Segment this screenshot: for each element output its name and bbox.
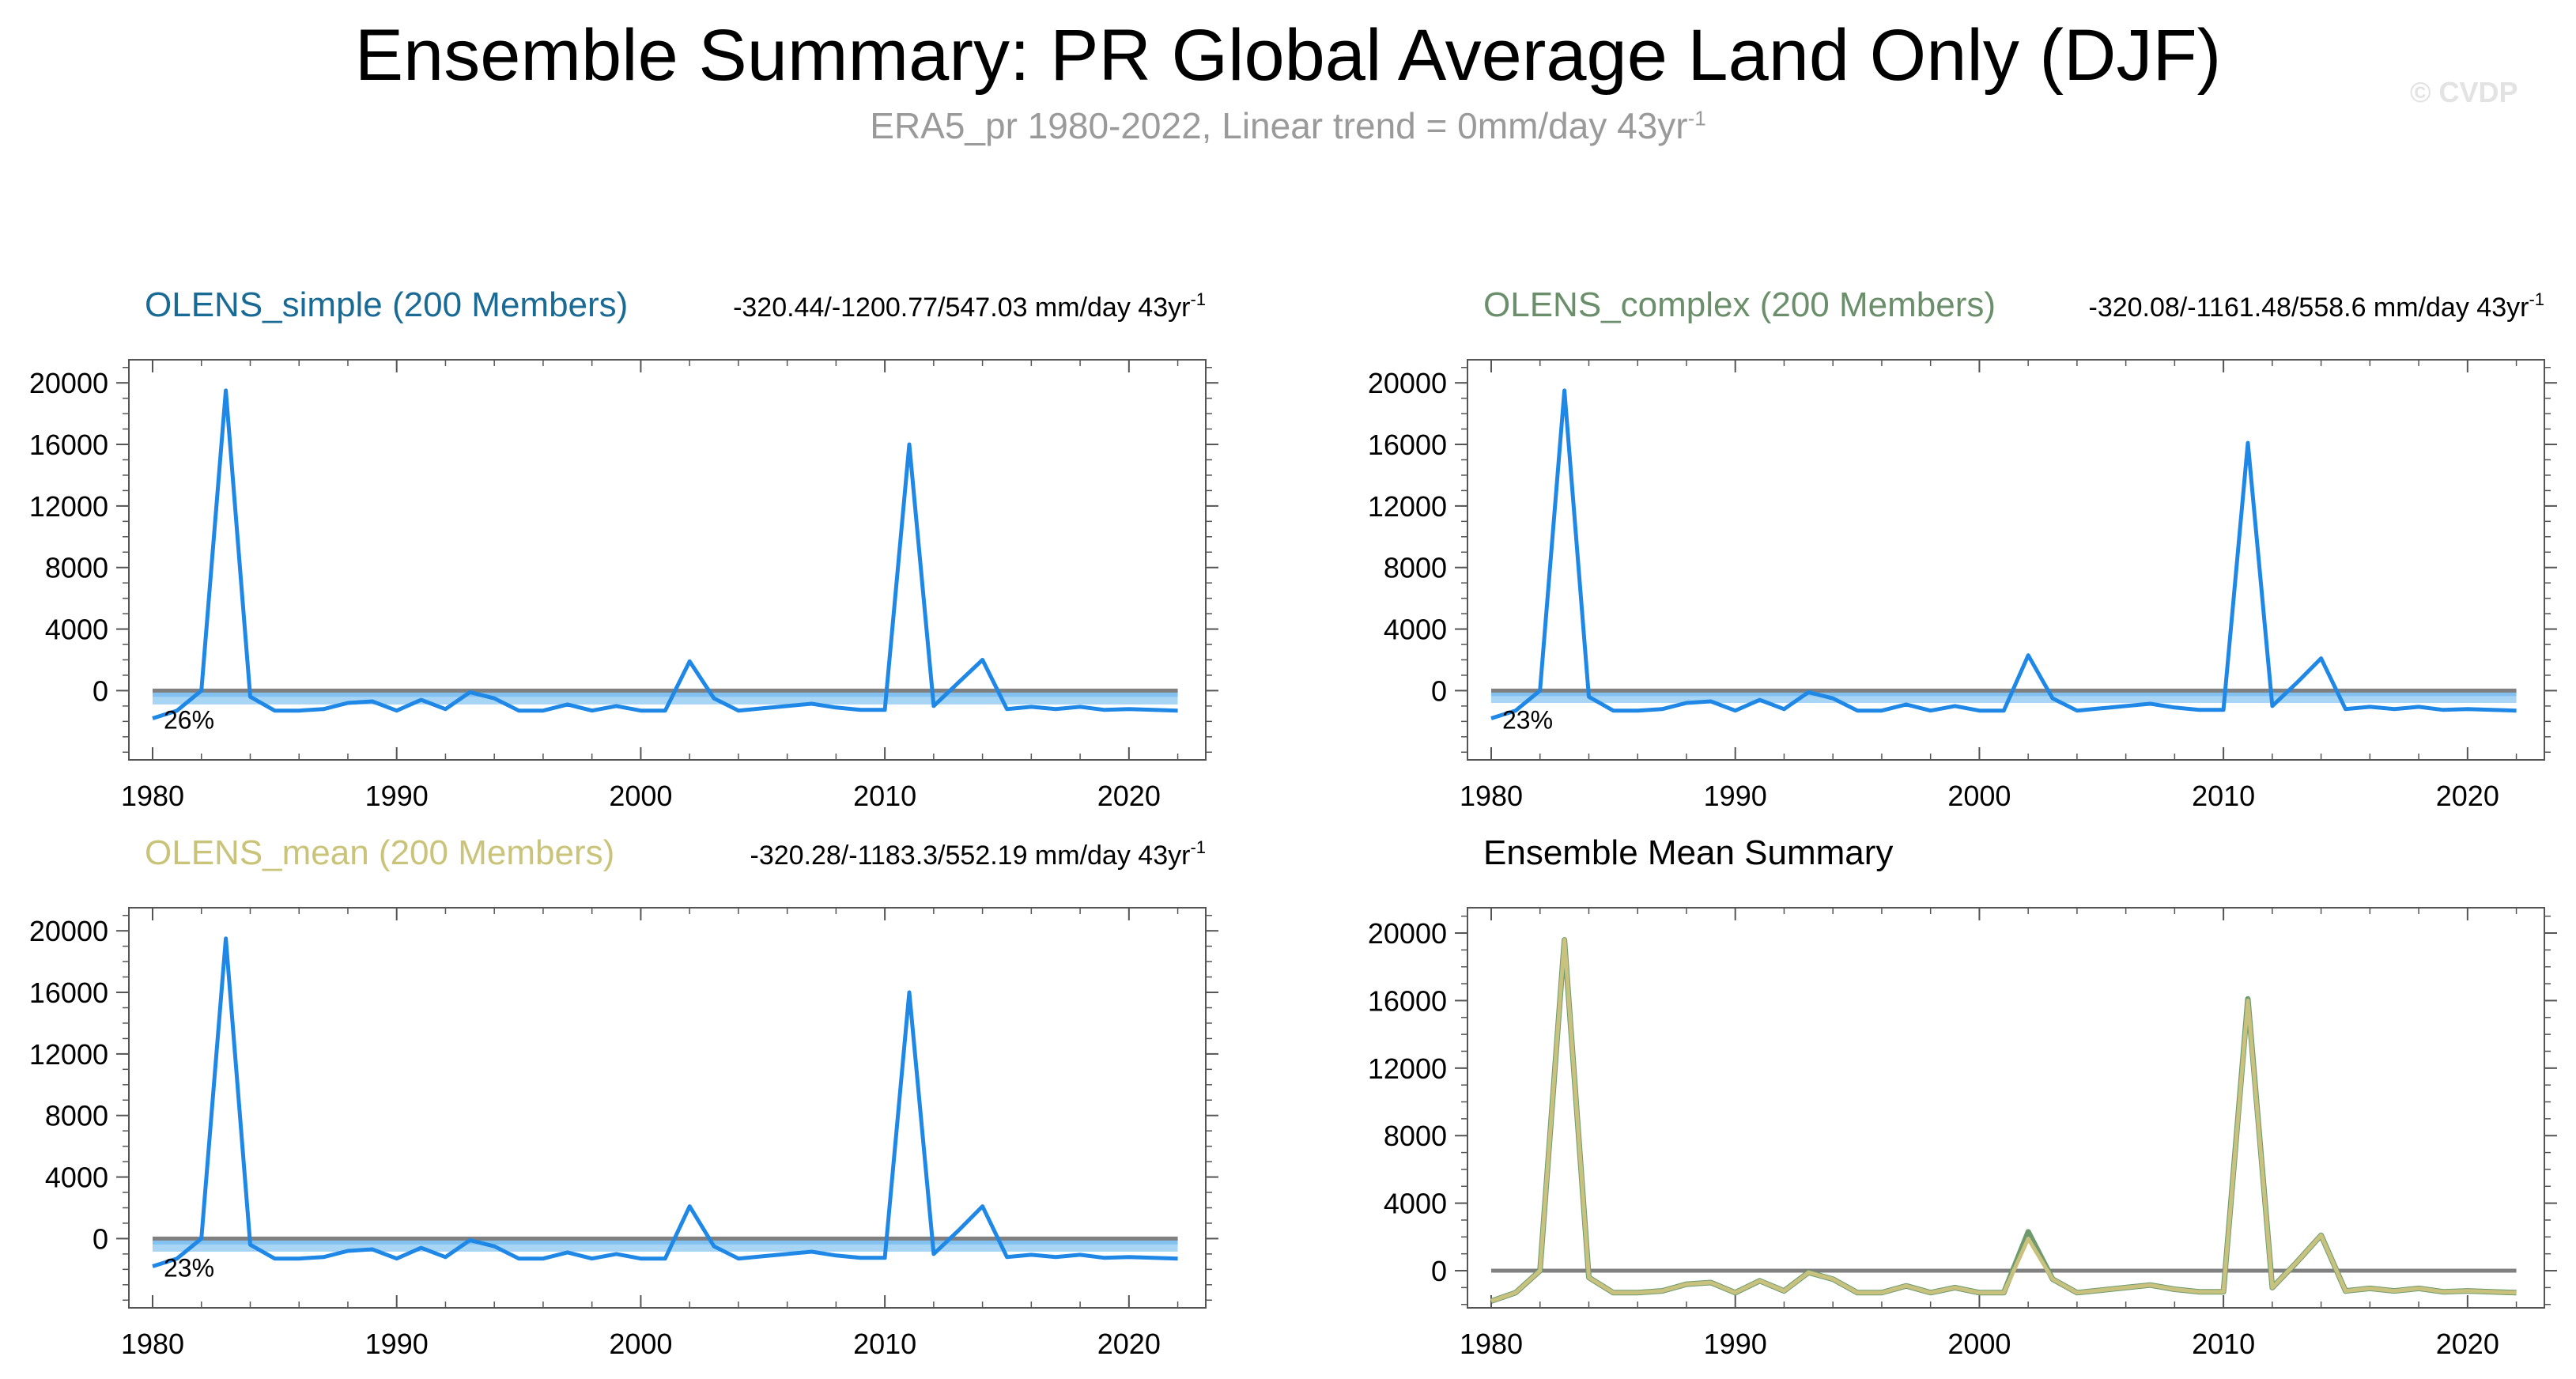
y-tick-label: 12000 [29, 1038, 108, 1071]
x-tick-label: 2010 [853, 780, 916, 812]
y-tick-label: 12000 [1368, 490, 1447, 523]
x-tick-label: 2010 [2192, 1328, 2255, 1360]
y-tick-label: 12000 [1368, 1052, 1447, 1085]
x-tick-label: 2000 [1947, 1328, 2011, 1360]
y-tick-label: 4000 [45, 1162, 108, 1194]
series-line [1490, 937, 2517, 1304]
panel-stats: -320.44/-1200.77/547.03 mm/day 43yr-1 [733, 289, 1206, 323]
y-tick-label: 16000 [1368, 984, 1447, 1017]
x-tick-label: 1990 [1704, 1328, 1767, 1360]
y-tick-label: 16000 [29, 429, 108, 461]
x-tick-label: 1990 [1704, 780, 1767, 812]
y-tick-label: 8000 [1384, 1120, 1447, 1152]
x-tick-label: 1980 [121, 780, 184, 812]
subtitle-text: ERA5_pr 1980-2022, Linear trend = 0mm/da… [870, 105, 1688, 146]
y-tick-label: 8000 [45, 552, 108, 584]
x-tick-label: 1990 [365, 780, 429, 812]
series-line [1490, 388, 2517, 720]
y-tick-label: 0 [93, 674, 108, 707]
percent-label: 23% [1502, 705, 1553, 734]
percent-label: 26% [164, 705, 214, 734]
y-tick-label: 20000 [1368, 367, 1447, 399]
subtitle: ERA5_pr 1980-2022, Linear trend = 0mm/da… [0, 104, 2576, 147]
y-tick-label: 0 [1431, 1255, 1447, 1287]
spread-band-inner [1491, 690, 2517, 697]
panel-3: OLENS_mean (200 Members) -320.28/-1183.3/… [29, 833, 1218, 1360]
panel-title: OLENS_mean (200 Members) [145, 833, 614, 872]
plot-frame [1467, 907, 2545, 1309]
x-tick-label: 2020 [1097, 1328, 1161, 1360]
y-tick-label: 0 [93, 1222, 108, 1255]
panel-title: OLENS_simple (200 Members) [145, 285, 628, 324]
y-tick-label: 8000 [45, 1100, 108, 1132]
percent-label: 23% [164, 1253, 214, 1282]
x-tick-label: 1990 [365, 1328, 429, 1360]
y-tick-label: 20000 [29, 367, 108, 399]
series-line [152, 936, 1178, 1268]
main-title: Ensemble Summary: PR Global Average Land… [354, 15, 2222, 96]
series-line [152, 388, 1178, 720]
x-tick-label: 2010 [2192, 780, 2255, 812]
panel-title: Ensemble Mean Summary [1483, 833, 1893, 872]
y-tick-label: 16000 [1368, 429, 1447, 461]
y-tick-label: 12000 [29, 490, 108, 523]
y-tick-label: 0 [1431, 674, 1447, 707]
y-tick-label: 4000 [1384, 1188, 1447, 1220]
subtitle-superscript: -1 [1687, 106, 1706, 130]
y-tick-label: 4000 [1384, 614, 1447, 646]
x-tick-label: 2000 [609, 1328, 672, 1360]
panel-4: Ensemble Mean Summary2000016000120008000… [1368, 833, 2557, 1360]
panel-2: OLENS_complex (200 Members) -320.08/-1161… [1368, 285, 2557, 812]
x-tick-label: 1980 [1460, 780, 1523, 812]
panel-stats: -320.28/-1183.3/552.19 mm/day 43yr-1 [750, 837, 1207, 871]
x-tick-label: 1980 [121, 1328, 184, 1360]
panel-title: OLENS_complex (200 Members) [1483, 285, 1996, 324]
panel-1: OLENS_simple (200 Members) -320.44/-1200.… [29, 285, 1218, 812]
spread-band-inner [153, 690, 1178, 697]
x-tick-label: 2020 [2436, 1328, 2499, 1360]
y-tick-label: 20000 [1368, 917, 1447, 950]
y-tick-label: 16000 [29, 977, 108, 1009]
x-tick-label: 2000 [609, 780, 672, 812]
series-line [1490, 938, 2517, 1303]
watermark: © CVDP [2410, 76, 2518, 108]
x-tick-label: 2010 [853, 1328, 916, 1360]
x-tick-label: 2020 [2436, 780, 2499, 812]
y-tick-label: 8000 [1384, 552, 1447, 584]
x-tick-label: 2020 [1097, 780, 1161, 812]
plot-frame [128, 359, 1207, 761]
y-tick-label: 20000 [29, 915, 108, 947]
x-tick-label: 2000 [1947, 780, 2011, 812]
panel-stats: -320.08/-1161.48/558.6 mm/day 43yr-1 [2089, 289, 2545, 323]
plot-frame [1467, 359, 2545, 761]
y-tick-label: 4000 [45, 614, 108, 646]
x-tick-label: 1980 [1460, 1328, 1523, 1360]
spread-band-inner [153, 1238, 1178, 1245]
plot-frame [128, 907, 1207, 1309]
